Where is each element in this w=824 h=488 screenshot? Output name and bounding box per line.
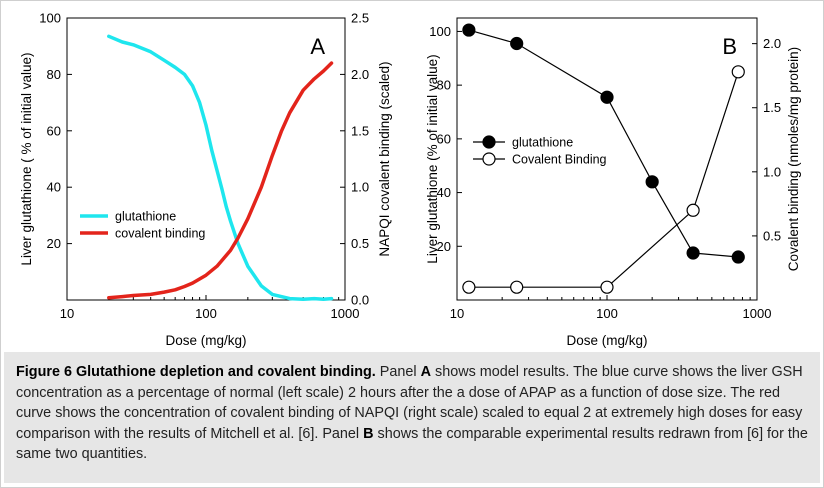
panel-a-panel-letter: A: [310, 34, 325, 59]
panel-b-series-glutathione-point: [731, 250, 745, 264]
panel-a-plot-frame: [66, 17, 346, 301]
panel-b-legend-swatch-marker: [482, 152, 496, 166]
panel-a-y-right-tick-label: 2.5: [351, 11, 369, 26]
caption-panel-b: B: [363, 425, 374, 442]
panel-a-y-right-tick-label: 0.0: [351, 293, 369, 308]
panel-b-panel-letter: B: [722, 34, 737, 59]
panel-b-y-left-tick-label: 20: [437, 239, 451, 254]
panel-b-series-glutathione-point: [645, 175, 659, 189]
panel-b-x-tick-label: 10: [450, 306, 464, 321]
figure-caption: Figure 6 Glutathione depletion and coval…: [16, 362, 810, 465]
panel-a-y-right-tick-label: 1.0: [351, 180, 369, 195]
panel-a-x-axis-label: Dose (mg/kg): [165, 333, 246, 348]
panel-b-y-right-tick-label: 2.0: [763, 36, 781, 51]
panel-a-legend-label: covalent binding: [115, 227, 205, 241]
figure-graphic: 10 100 1000 20 40 60 80 100 0.0 0.5 1.0 1.5 2.0 2.5 Do…: [19, 11, 801, 349]
panel-b-series-covalent-binding-point: [510, 280, 524, 294]
panel-b-series-covalent-binding-point: [600, 280, 614, 294]
caption-panel-a: A: [420, 364, 431, 380]
panel-b-legend-label: glutathione: [512, 136, 573, 150]
panel-a-legend-label: glutathione: [115, 210, 176, 224]
panel-a-y-left-tick-label: 20: [47, 236, 61, 251]
panel-b-y-right-tick-label: 1.0: [763, 164, 781, 179]
panel-b-series-glutathione-point: [462, 23, 476, 37]
panel-b-legend-swatch-marker: [482, 135, 496, 149]
panel-b-y-left-tick-label: 80: [437, 78, 451, 93]
caption-text: shows model results. The blue curve show…: [16, 364, 803, 442]
panel-b-x-axis-label: Dose (mg/kg): [566, 333, 647, 348]
panel-a-x-tick-label: 1000: [331, 306, 360, 321]
panel-a-y-left-tick-label: 80: [47, 67, 61, 82]
caption-text: Panel: [375, 364, 421, 380]
panel-a-y-right-tick-label: 2.0: [351, 67, 369, 82]
panel-a-y-right-axis-label: NAPQI covalent binding (scaled): [377, 61, 392, 256]
caption-background: [4, 352, 820, 483]
panel-b-y-left-tick-label: 100: [429, 24, 451, 39]
panel-b-y-right-tick-label: 1.5: [763, 100, 781, 115]
panel-b-x-tick-label: 1000: [743, 306, 772, 321]
panel-a-series-glutathione-line: [107, 34, 334, 301]
panel-a-x-tick-label: 10: [60, 306, 74, 321]
panel-b-legend-label: Covalent Binding: [512, 153, 607, 167]
panel-a-x-tick-label: 100: [195, 306, 217, 321]
caption-text: shows the comparable experimental result…: [16, 425, 808, 463]
panel-b-series-glutathione-point: [510, 36, 524, 51]
panel-a-y-left-tick-label: 100: [39, 11, 61, 26]
panel-a-y-right-tick-label: 0.5: [351, 236, 369, 251]
panel-b-series-covalent-binding-point: [462, 280, 476, 294]
caption-title: Figure 6 Glutathione depletion and coval…: [16, 364, 376, 380]
panel-a-y-left-axis-label: Liver glutathione ( % of initial value): [19, 52, 34, 265]
panel-a-y-left-tick-label: 60: [47, 123, 61, 138]
panel-a-y-right-tick-label: 1.5: [351, 123, 369, 138]
panel-b-series-covalent-binding-point: [686, 203, 700, 217]
panel-b-x-tick-label: 100: [596, 306, 618, 321]
panel-b-series-glutathione-line: [468, 29, 739, 258]
panel-b-y-right-tick-label: 0.5: [763, 228, 781, 243]
panel-b-y-right-axis-label: Covalent binding (nmoles/mg protein): [786, 47, 801, 271]
panel-b-series-covalent-binding-point: [731, 65, 745, 79]
panel-b-series-glutathione-point: [686, 246, 700, 260]
panel-b-series-glutathione-point: [600, 90, 614, 104]
panel-a-y-left-tick-label: 40: [47, 180, 61, 195]
panel-b-y-left-tick-label: 40: [437, 185, 451, 200]
panel-a-series-covalent-binding-line: [107, 61, 334, 300]
panel-b-y-left-tick-label: 60: [437, 131, 451, 146]
panel-b-y-left-axis-label: Liver glutathione (% of initial value): [425, 54, 440, 263]
